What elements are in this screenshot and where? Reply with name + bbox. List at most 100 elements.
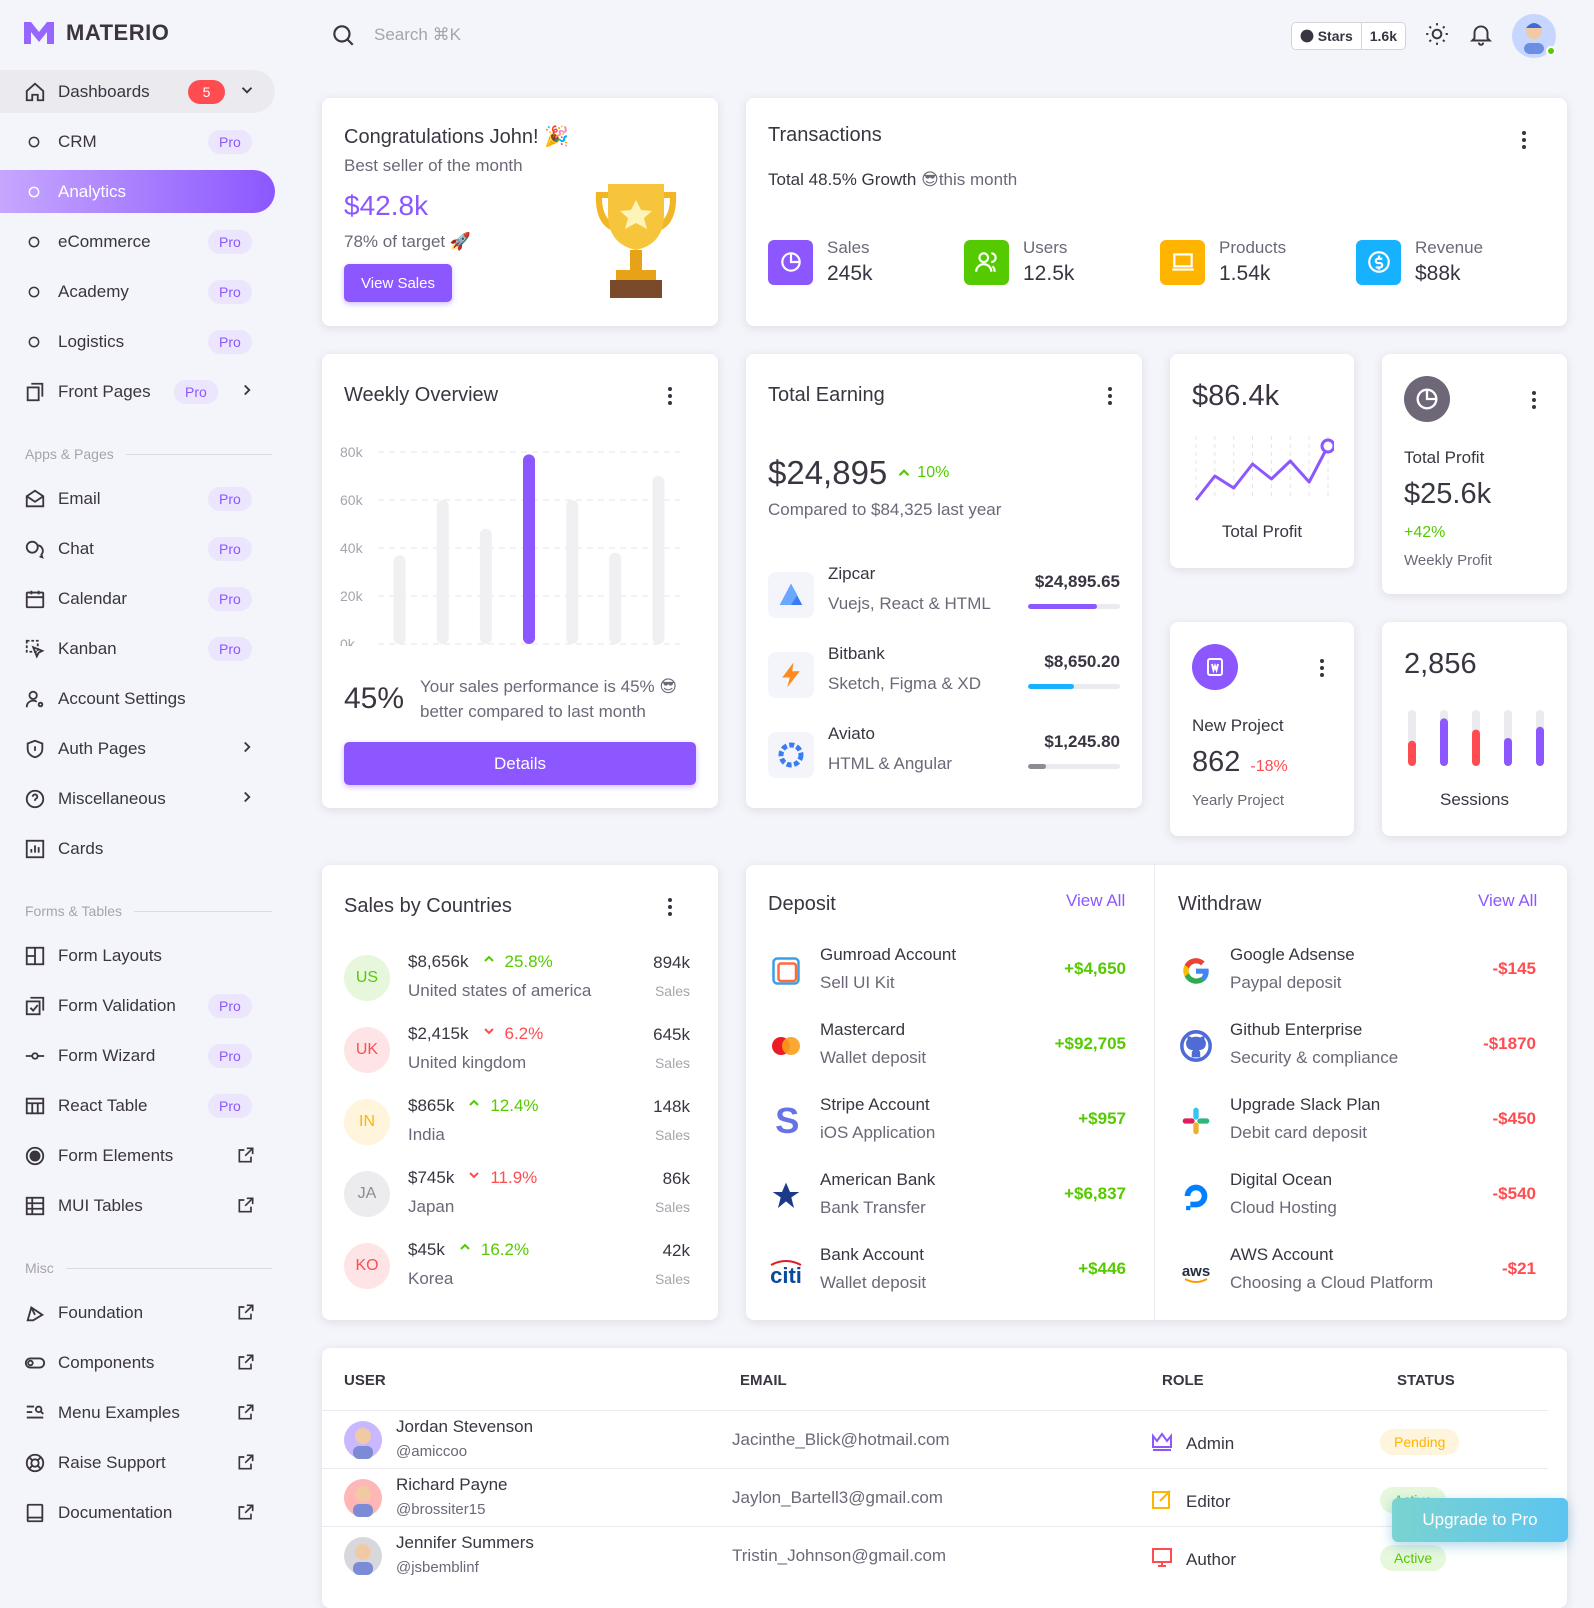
pro-badge: Pro	[208, 994, 252, 1018]
documentation-icon	[24, 1502, 46, 1524]
users-table-card: USER EMAIL ROLE STATUS Jordan Stevenson @…	[322, 1348, 1567, 1608]
sidebar-item-label: Menu Examples	[58, 1402, 180, 1422]
deposit-item-stripe-account: S Stripe Account iOS Application +$957	[768, 1095, 1126, 1159]
brand-name: MATERIO	[66, 20, 170, 45]
sidebar-item-account-settings[interactable]: Account Settings	[0, 677, 275, 720]
more-options-icon[interactable]	[1514, 128, 1534, 152]
sidebar-item-miscellaneous[interactable]: Miscellaneous	[0, 777, 275, 820]
earning-summary: $24,895 10%	[768, 454, 949, 492]
github-stars-label: Stars	[1291, 23, 1361, 49]
sidebar-item-label: Components	[58, 1352, 155, 1372]
upgrade-to-pro-button[interactable]: Upgrade to Pro	[1392, 1498, 1568, 1542]
table-row[interactable]: Jennifer Summers @jsbemblinf Tristin_Johns…	[322, 1526, 1548, 1584]
user-avatar[interactable]	[1512, 14, 1556, 58]
sidebar-item-kanban[interactable]: Kanban Pro	[0, 627, 275, 670]
kanban-icon	[24, 638, 46, 660]
more-options-icon[interactable]	[1524, 388, 1544, 412]
sidebar-item-foundation[interactable]: Foundation	[0, 1291, 275, 1334]
sessions-bar-chart	[1408, 710, 1544, 766]
more-options-icon[interactable]	[660, 384, 680, 408]
external-link-icon	[236, 1402, 256, 1427]
user-role: Editor	[1150, 1487, 1230, 1516]
react-table-icon	[24, 1095, 46, 1117]
notification-bell-icon[interactable]	[1468, 21, 1494, 52]
user-name: Jennifer Summers	[396, 1533, 534, 1552]
sidebar-item-form-elements[interactable]: Form Elements	[0, 1134, 275, 1177]
sidebar-item-documentation[interactable]: Documentation	[0, 1491, 275, 1534]
sidebar-item-form-validation[interactable]: Form Validation Pro	[0, 984, 275, 1027]
digital-ocean-icon	[1178, 1178, 1214, 1214]
sidebar-item-label: Account Settings	[58, 688, 186, 708]
sidebar-item-analytics[interactable]: Analytics	[0, 170, 275, 213]
sidebar-item-cards[interactable]: Cards	[0, 827, 275, 870]
sidebar-item-dashboards[interactable]: Dashboards 5	[0, 70, 275, 113]
country-sales: 645k	[653, 1025, 690, 1044]
deposit-item-desc: Wallet deposit	[820, 1273, 927, 1292]
sidebar-item-label: MUI Tables	[58, 1195, 143, 1215]
more-options-icon[interactable]	[660, 895, 680, 919]
sidebar-item-menu-examples[interactable]: Menu Examples	[0, 1391, 275, 1434]
country-name: India	[408, 1125, 445, 1144]
sidebar-item-label: Miscellaneous	[58, 788, 166, 808]
table-row[interactable]: Richard Payne @brossiter15 Jaylon_Bartell3…	[322, 1468, 1548, 1526]
external-link-icon	[236, 1302, 256, 1327]
user-role-label: Admin	[1186, 1433, 1235, 1453]
sidebar-item-form-wizard[interactable]: Form Wizard Pro	[0, 1034, 275, 1077]
sidebar-item-logistics[interactable]: Logistics Pro	[0, 320, 275, 363]
sales-by-countries-card: Sales by Countries US $8,656k 25.8% United …	[322, 865, 718, 1320]
sidebar-item-react-table[interactable]: React Table Pro	[0, 1084, 275, 1127]
sidebar-item-components[interactable]: Components	[0, 1341, 275, 1384]
sidebar-item-email[interactable]: Email Pro	[0, 477, 275, 520]
chevron-up-icon	[899, 469, 910, 477]
github-stars-button[interactable]: Stars 1.6k	[1290, 22, 1406, 50]
country-sales: 148k	[653, 1097, 690, 1116]
circle-icon	[24, 331, 44, 353]
search-bar[interactable]: Search ⌘K	[330, 22, 461, 48]
author-role-icon	[1150, 1545, 1174, 1574]
deposit-item-amount: +$6,837	[1064, 1184, 1126, 1203]
deposit-item-mastercard: Mastercard Wallet deposit +$92,705	[768, 1020, 1126, 1084]
congrats-amount: $42.8k	[344, 190, 429, 221]
weekly-overview-card: Weekly Overview 80k 60k 40k 20k 0k 45% Your …	[322, 354, 718, 808]
sidebar-item-raise-support[interactable]: Raise Support	[0, 1441, 275, 1484]
online-status-dot	[1546, 46, 1556, 56]
withdraw-view-all-link[interactable]: View All	[1478, 891, 1538, 910]
deposit-title: Deposit	[768, 893, 836, 915]
view-sales-button[interactable]: View Sales	[344, 264, 452, 302]
details-button[interactable]: Details	[344, 742, 696, 785]
sidebar-item-mui-tables[interactable]: MUI Tables	[0, 1184, 275, 1227]
laptop-icon	[1160, 239, 1205, 285]
deposit-view-all-link[interactable]: View All	[1066, 891, 1126, 910]
github-icon	[1178, 1028, 1214, 1064]
section-label: Forms & Tables	[25, 903, 122, 919]
more-options-icon[interactable]	[1100, 384, 1120, 408]
earning-progress-bar	[1028, 684, 1120, 689]
sidebar-item-front-pages[interactable]: Front Pages Pro	[0, 370, 275, 413]
theme-sun-icon[interactable]	[1424, 21, 1450, 52]
sidebar-item-crm[interactable]: CRM Pro	[0, 120, 275, 163]
brand-logo[interactable]: MATERIO	[22, 20, 169, 46]
user-avatar	[344, 1537, 382, 1575]
profit-label: Total Profit	[1221, 522, 1303, 541]
total-profit-caption: Weekly Profit	[1404, 552, 1493, 569]
sidebar-item-auth-pages[interactable]: Auth Pages	[0, 727, 275, 770]
sidebar-item-ecommerce[interactable]: eCommerce Pro	[0, 220, 275, 263]
withdraw-item-amount: -$21	[1501, 1259, 1536, 1278]
mui-tables-icon	[24, 1195, 46, 1217]
sidebar-item-chat[interactable]: Chat Pro	[0, 527, 275, 570]
search-input[interactable]: Search ⌘K	[374, 25, 461, 44]
account-settings-icon	[24, 688, 46, 710]
y-tick-label: 60k	[340, 492, 364, 508]
more-options-icon[interactable]	[1312, 656, 1332, 680]
table-row[interactable]: Jordan Stevenson @amiccoo Jacinthe_Blick@h…	[322, 1410, 1548, 1468]
external-link-icon	[236, 1352, 256, 1377]
withdraw-item-google-adsense: Google Adsense Paypal deposit -$145	[1178, 945, 1536, 1009]
sidebar-item-form-layouts[interactable]: Form Layouts	[0, 934, 275, 977]
country-change: 6.2%	[504, 1023, 544, 1043]
sidebar-item-academy[interactable]: Academy Pro	[0, 270, 275, 313]
congrats-title: Congratulations John! 🎉	[344, 126, 570, 148]
sidebar-item-calendar[interactable]: Calendar Pro	[0, 577, 275, 620]
sessions-label: Sessions	[1440, 790, 1509, 809]
pie-chart-icon	[1404, 376, 1450, 422]
chevron-up-icon	[466, 1095, 482, 1116]
